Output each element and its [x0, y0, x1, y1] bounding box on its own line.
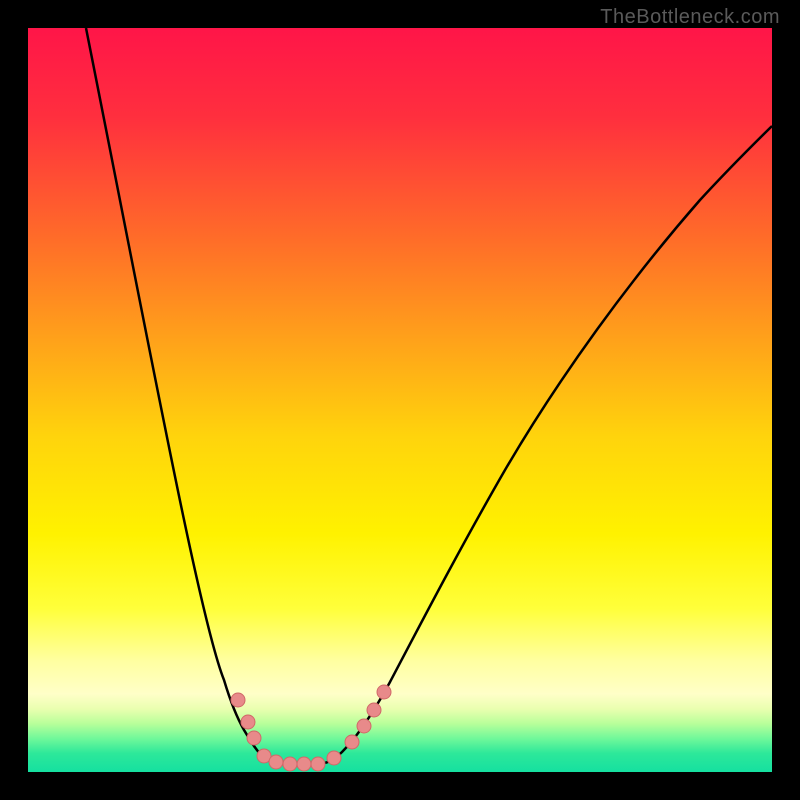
watermark-text: TheBottleneck.com [600, 6, 780, 29]
curve-marker [327, 751, 341, 765]
curve-marker [241, 715, 255, 729]
curve-marker [357, 719, 371, 733]
curve-marker [269, 755, 283, 769]
curve-marker [367, 703, 381, 717]
curve-marker [297, 757, 311, 771]
curve-marker [283, 757, 297, 771]
curve-marker [247, 731, 261, 745]
curve-marker [377, 685, 391, 699]
chart-frame: TheBottleneck.com [0, 0, 800, 800]
curve-marker [311, 757, 325, 771]
curve-marker [231, 693, 245, 707]
bottleneck-chart [0, 0, 800, 800]
curve-marker [345, 735, 359, 749]
